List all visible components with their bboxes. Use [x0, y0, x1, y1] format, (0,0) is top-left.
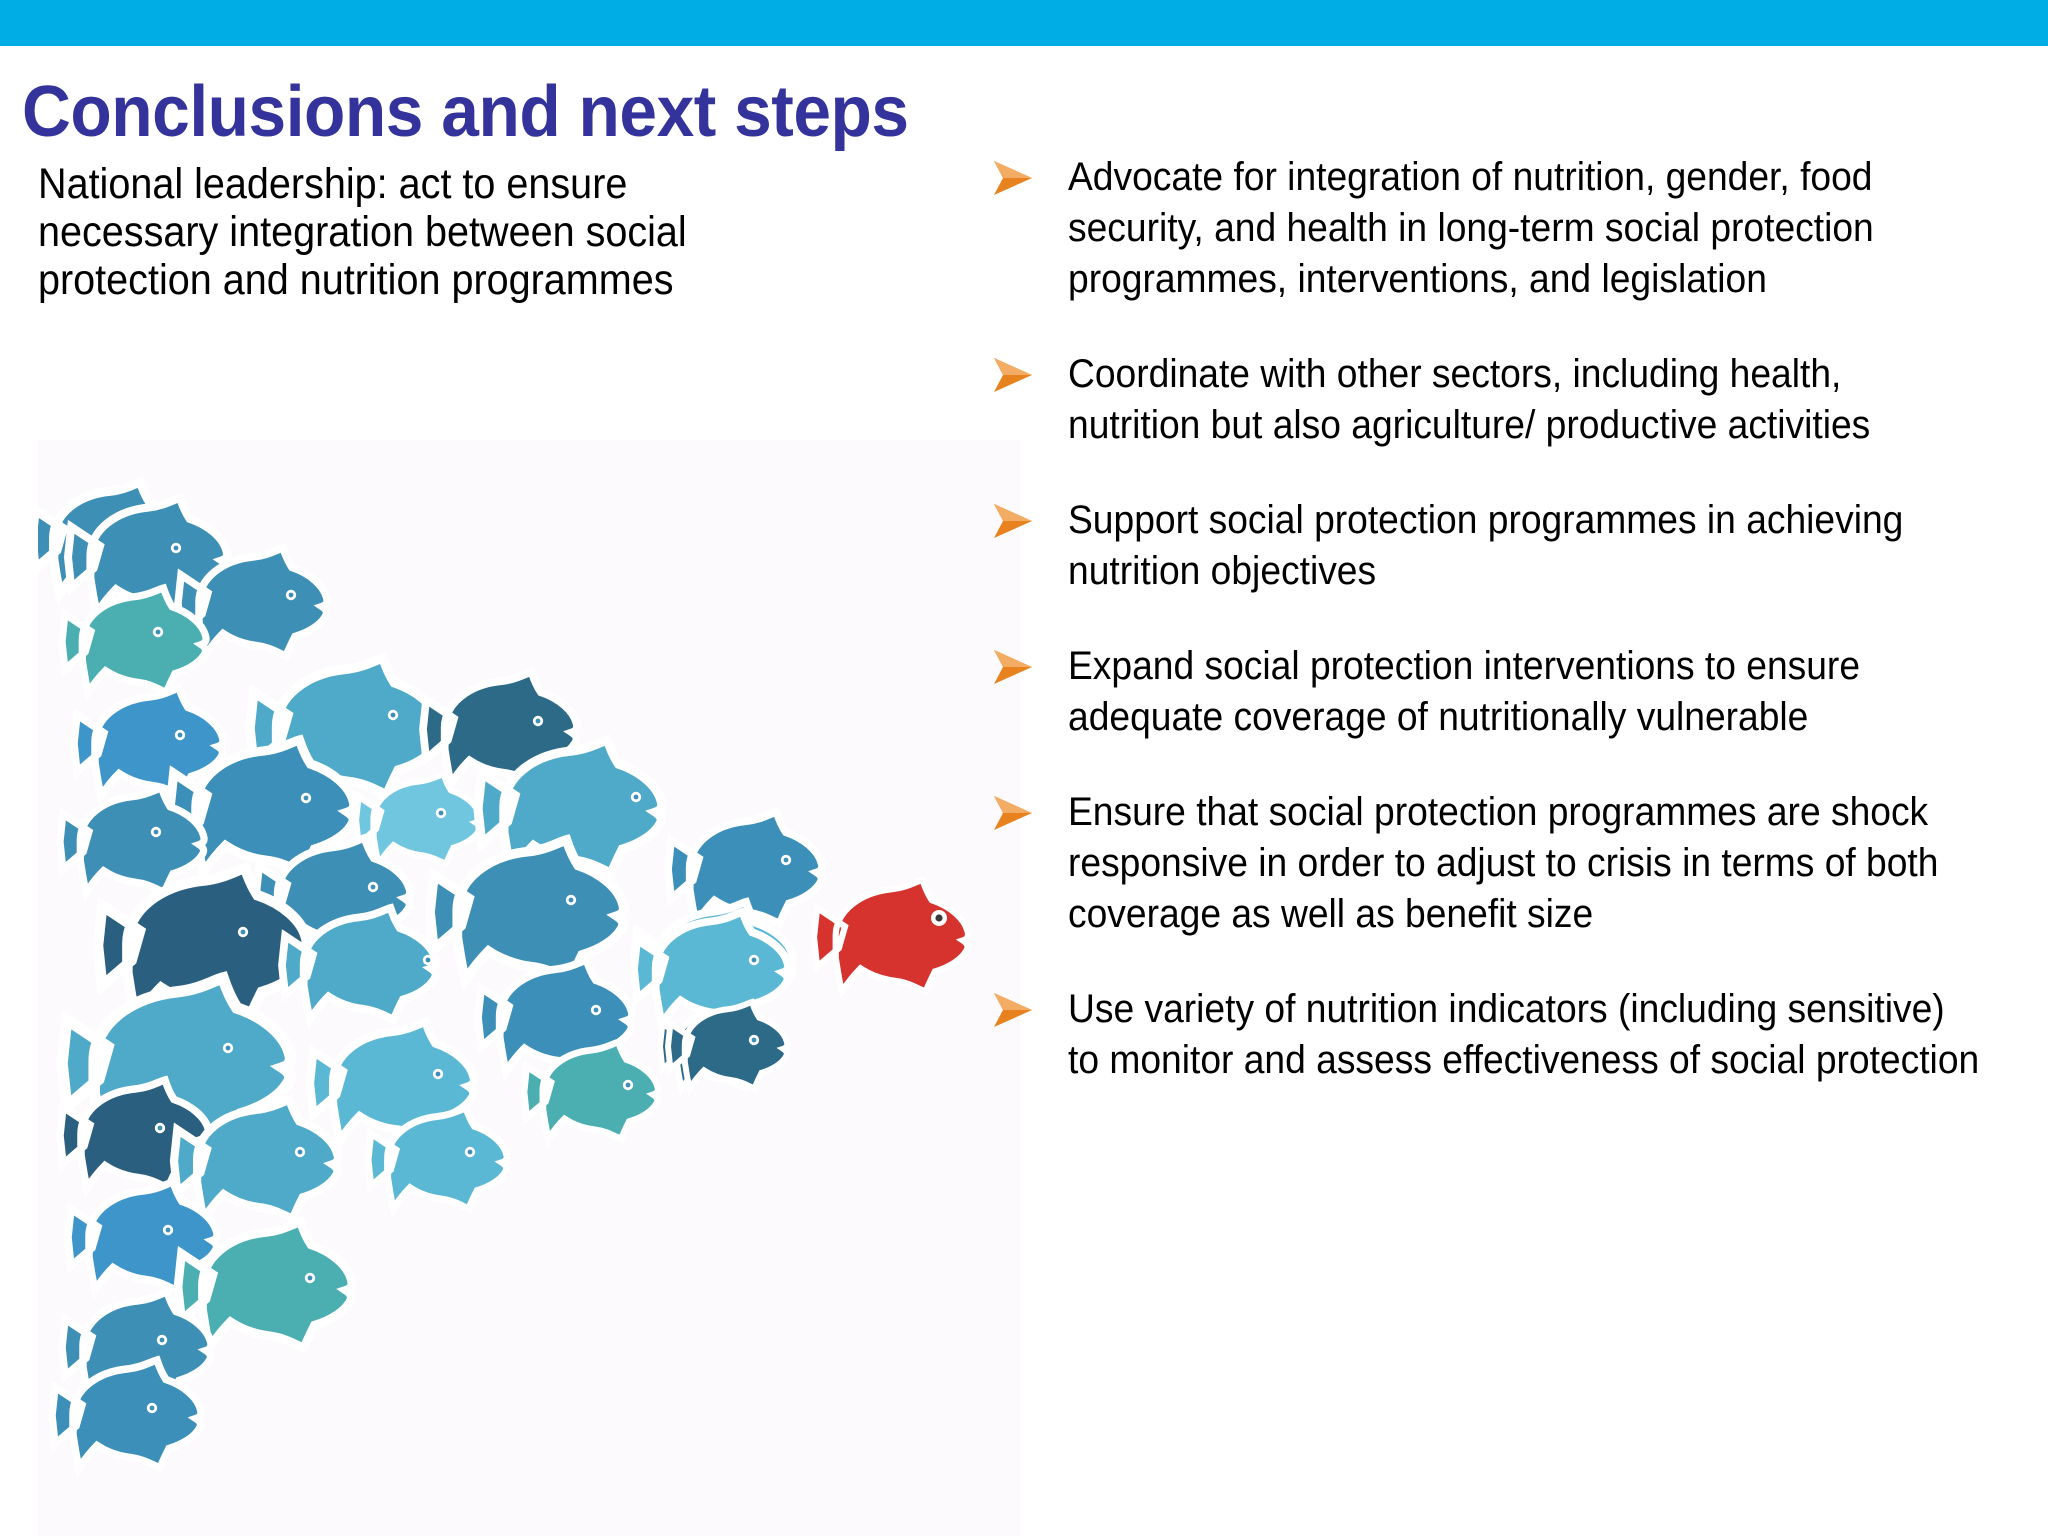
arrow-head-icon [990, 641, 1068, 687]
fish-school-svg [38, 440, 1020, 1536]
list-item: Coordinate with other sectors, including… [990, 349, 2048, 451]
page-title: Conclusions and next steps [22, 72, 909, 152]
list-item: Advocate for integration of nutrition, g… [990, 152, 2048, 305]
list-item: Use variety of nutrition indicators (inc… [990, 984, 2048, 1086]
arrow-head-icon [990, 984, 1068, 1030]
bullet-text: Use variety of nutrition indicators (inc… [1068, 987, 1980, 1082]
bullet-text: Ensure that social protection programmes… [1068, 790, 1939, 936]
next-steps-bullet-list: Advocate for integration of nutrition, g… [990, 152, 2048, 1130]
list-item: Ensure that social protection programmes… [990, 787, 2048, 940]
bullet-text: Advocate for integration of nutrition, g… [1068, 155, 1874, 301]
arrow-head-icon [990, 495, 1068, 541]
lead-statement: National leadership: act to ensure neces… [38, 160, 687, 304]
left-column: National leadership: act to ensure neces… [38, 160, 728, 304]
list-item: Support social protection programmes in … [990, 495, 2048, 597]
bullet-text: Coordinate with other sectors, including… [1068, 352, 1871, 447]
bullet-text: Expand social protection interventions t… [1068, 644, 1861, 739]
bullet-text: Support social protection programmes in … [1068, 498, 1904, 593]
arrow-head-icon [990, 152, 1068, 198]
list-item: Expand social protection interventions t… [990, 641, 2048, 743]
arrow-head-icon [990, 349, 1068, 395]
fish-school-illustration [38, 440, 1020, 1536]
top-accent-bar [0, 0, 2048, 46]
arrow-head-icon [990, 787, 1068, 833]
